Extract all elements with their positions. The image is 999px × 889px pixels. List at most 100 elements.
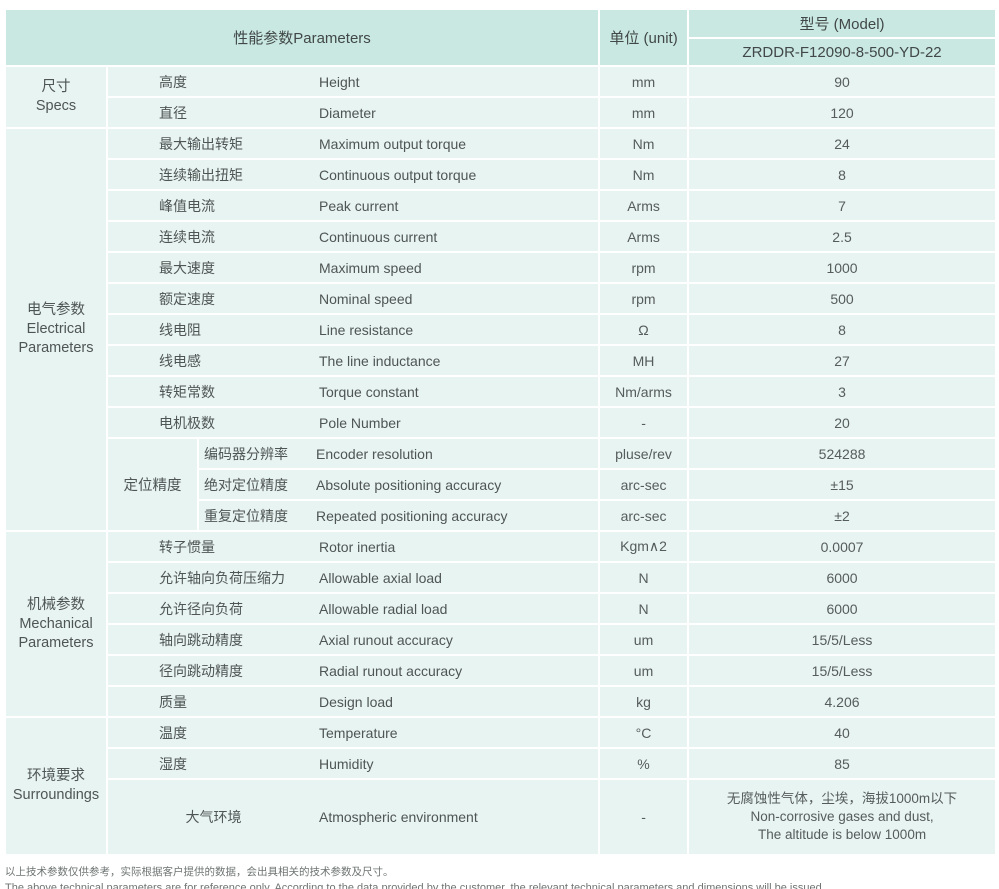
param-label-cell: 质量 Design load: [105, 685, 601, 718]
param-label-en: The line inductance: [319, 352, 441, 369]
param-label-cell: 大气环境 Atmospheric environment: [105, 778, 601, 856]
table-row: 重复定位精度 Repeated positioning accuracy arc-…: [5, 499, 998, 532]
param-label-zh: 线电阻: [159, 321, 201, 338]
param-value: 24: [687, 127, 998, 160]
section-label-en: Electrical Parameters: [18, 321, 94, 356]
param-label-zh: 轴向跳动精度: [159, 631, 243, 648]
param-unit: mm: [598, 96, 690, 129]
param-value: 40: [687, 716, 998, 749]
param-unit: -: [598, 406, 690, 439]
param-label-en: Temperature: [319, 724, 398, 741]
section-label-en: Specs: [35, 98, 77, 114]
param-unit: Arms: [598, 189, 690, 222]
param-label-cell: 连续输出扭矩 Continuous output torque: [105, 158, 601, 191]
header-model-value-cell: ZRDDR-F12090-8-500-YD-22: [687, 37, 998, 67]
param-unit: kg: [598, 685, 690, 718]
section-label-zh: 机械参数: [27, 596, 85, 613]
param-label-cell: 轴向跳动精度 Axial runout accuracy: [105, 623, 601, 656]
table-row: 最大速度 Maximum speed rpm 1000: [5, 251, 998, 284]
param-label-en: Continuous output torque: [319, 166, 477, 183]
spec-table: 性能参数Parameters 单位 (unit) 型号 (Model) ZRDD…: [3, 8, 998, 856]
param-label-zh: 绝对定位精度: [204, 476, 288, 493]
section-surroundings: 环境要求 Surroundings: [4, 716, 108, 856]
param-value: 6000: [687, 561, 998, 594]
param-label-en: Height: [319, 73, 360, 90]
param-label-zh: 转子惯量: [159, 538, 215, 555]
param-value: 15/5/Less: [687, 654, 998, 687]
param-label-zh: 高度: [159, 73, 187, 90]
table-row: 连续输出扭矩 Continuous output torque Nm 8: [5, 158, 998, 191]
param-label-en: Pole Number: [319, 414, 401, 431]
table-row: 线电感 The line inductance MH 27: [5, 344, 998, 377]
param-label-zh: 最大速度: [159, 259, 215, 276]
param-unit: MH: [598, 344, 690, 377]
section-specs: 尺寸 Specs: [4, 65, 108, 129]
param-label-cell: 转矩常数 Torque constant: [105, 375, 601, 408]
param-label-zh: 温度: [159, 724, 187, 741]
param-value: 1000: [687, 251, 998, 284]
param-value: 6000: [687, 592, 998, 625]
param-label-zh: 允许轴向负荷压缩力: [159, 569, 285, 586]
param-unit: pluse/rev: [598, 437, 690, 470]
param-value: 20: [687, 406, 998, 439]
param-label-zh: 径向跳动精度: [159, 662, 243, 679]
section-mechanical: 机械参数 Mechanical Parameters: [4, 530, 108, 718]
param-label-en: Rotor inertia: [319, 538, 396, 555]
param-unit: um: [598, 623, 690, 656]
footnote-zh: 以上技术参数仅供参考，实际根据客户提供的数据，会出具相关的技术参数及尺寸。: [5, 866, 394, 878]
param-value: 500: [687, 282, 998, 315]
param-label-cell: 重复定位精度 Repeated positioning accuracy: [196, 499, 601, 532]
table-header-row: 性能参数Parameters 单位 (unit) 型号 (Model): [3, 8, 998, 67]
header-model-cell: 型号 (Model): [687, 8, 998, 39]
header-unit-cell: 单位 (unit): [598, 8, 690, 67]
table-row: 转矩常数 Torque constant Nm/arms 3: [5, 375, 998, 408]
param-label-en: Axial runout accuracy: [319, 631, 453, 648]
param-label-cell: 连续电流 Continuous current: [105, 220, 601, 253]
section-label-zh: 尺寸: [41, 79, 71, 95]
table-row: 峰值电流 Peak current Arms 7: [5, 189, 998, 222]
param-label-zh: 连续电流: [159, 228, 215, 245]
param-label-cell: 允许轴向负荷压缩力 Allowable axial load: [105, 561, 601, 594]
param-unit: rpm: [598, 282, 690, 315]
param-label-zh: 转矩常数: [159, 383, 215, 400]
subsection-positioning-accuracy: 定位精度: [106, 437, 199, 532]
param-label-en: Line resistance: [319, 321, 414, 338]
param-label-zh: 连续输出扭矩: [159, 166, 243, 183]
param-label-en: Design load: [319, 693, 393, 710]
param-label-zh: 峰值电流: [159, 197, 215, 214]
param-unit: um: [598, 654, 690, 687]
param-value: 3: [687, 375, 998, 408]
table-row: 机械参数 Mechanical Parameters 转子惯量 Rotor ine…: [4, 530, 998, 718]
param-value: 无腐蚀性气体，尘埃，海拔1000m以下 Non-corrosive gases …: [687, 778, 998, 856]
param-label-en: Maximum speed: [319, 259, 422, 276]
param-unit: Nm: [598, 158, 690, 191]
param-label-cell: 允许径向负荷 Allowable radial load: [105, 592, 601, 625]
param-label-cell: 湿度 Humidity: [105, 747, 601, 780]
footnote-en: The above technical parameters are for r…: [5, 882, 825, 889]
param-value: 8: [687, 313, 998, 346]
param-label-en: Torque constant: [319, 383, 419, 400]
param-label-zh: 电机极数: [159, 414, 215, 431]
table-row: 连续电流 Continuous current Arms 2.5: [5, 220, 998, 253]
param-label-en: Radial runout accuracy: [319, 662, 463, 679]
param-label-en: Continuous current: [319, 228, 438, 245]
param-label-en: Allowable axial load: [319, 569, 442, 586]
param-value: 120: [687, 96, 998, 129]
table-row: 质量 Design load kg 4.206: [5, 685, 998, 718]
param-label-en: Atmospheric environment: [319, 809, 478, 825]
section-label-zh: 环境要求: [27, 768, 85, 784]
param-label-cell: 额定速度 Nominal speed: [105, 282, 601, 315]
param-label-cell: 编码器分辨率 Encoder resolution: [196, 437, 601, 470]
param-value: 7: [687, 189, 998, 222]
param-unit: Nm/arms: [598, 375, 690, 408]
section-label-en: Surroundings: [12, 787, 100, 803]
param-unit: Arms: [598, 220, 690, 253]
param-label-cell: 最大速度 Maximum speed: [105, 251, 601, 284]
param-label-en: Diameter: [319, 104, 376, 121]
param-unit: -: [598, 778, 690, 856]
param-label-zh: 编码器分辨率: [204, 445, 288, 462]
param-label-zh: 线电感: [159, 352, 201, 369]
footnote: 以上技术参数仅供参考，实际根据客户提供的数据，会出具相关的技术参数及尺寸。 Th…: [5, 865, 999, 889]
param-label-en: Absolute positioning accuracy: [316, 476, 502, 493]
